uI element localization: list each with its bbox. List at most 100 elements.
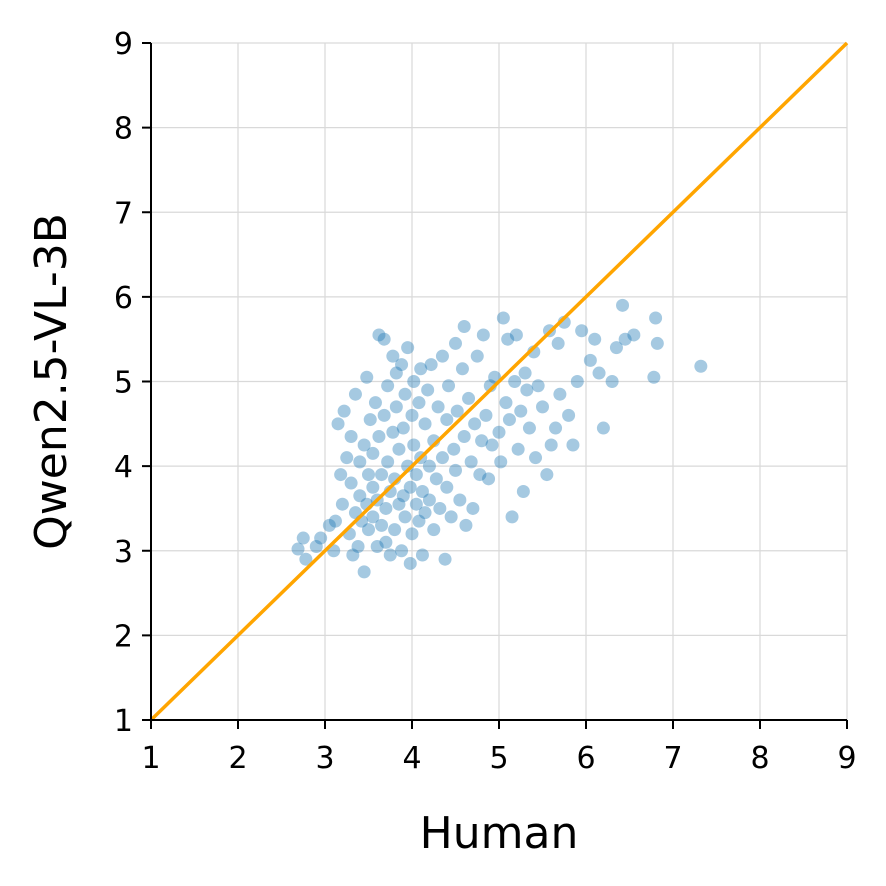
data-point (398, 387, 412, 401)
data-point (466, 501, 480, 515)
data-point (375, 468, 389, 482)
data-point (575, 324, 589, 338)
data-point (531, 379, 545, 393)
y-tick-label: 3 (114, 535, 133, 570)
data-point (328, 514, 342, 528)
data-point (395, 358, 409, 372)
data-point (616, 298, 630, 312)
data-point (412, 514, 426, 528)
data-point (418, 417, 432, 431)
data-point (427, 523, 441, 537)
data-point (409, 468, 423, 482)
data-point (473, 468, 487, 482)
data-point (362, 468, 375, 482)
x-tick-label: 8 (750, 741, 769, 776)
data-point (476, 328, 490, 342)
data-point (344, 430, 358, 444)
data-point (509, 328, 523, 342)
y-tick-label: 2 (114, 619, 133, 654)
data-point (314, 531, 328, 545)
data-point (549, 421, 563, 435)
y-tick-label: 7 (114, 196, 133, 231)
data-point (344, 476, 358, 490)
data-point (444, 510, 458, 524)
data-point (536, 400, 549, 414)
data-point (440, 480, 454, 494)
data-point (335, 497, 349, 511)
data-point (381, 379, 395, 393)
data-point (415, 548, 429, 562)
data-point (435, 349, 449, 363)
data-point (551, 336, 565, 350)
x-tick-label: 1 (141, 741, 160, 776)
data-point (438, 552, 452, 566)
data-point (520, 383, 534, 397)
data-point (346, 548, 360, 562)
x-tick-label: 3 (315, 741, 334, 776)
data-point (440, 413, 454, 427)
data-point (516, 485, 530, 499)
data-point (508, 375, 522, 388)
data-point (592, 366, 606, 380)
data-point (351, 540, 365, 554)
data-point (334, 468, 348, 482)
data-point (499, 396, 513, 410)
data-point (353, 489, 367, 503)
data-point (372, 430, 386, 444)
data-point (370, 540, 384, 554)
data-point (422, 459, 436, 473)
data-point (368, 396, 382, 410)
data-point (449, 463, 462, 477)
x-tick-label: 9 (837, 741, 856, 776)
data-point (492, 425, 506, 439)
data-point (348, 387, 362, 401)
data-point (366, 446, 380, 460)
data-point (433, 501, 447, 515)
data-point (395, 544, 409, 558)
data-point (421, 383, 435, 397)
data-point (401, 341, 415, 355)
data-point (496, 311, 510, 325)
data-point (407, 375, 421, 388)
data-point (479, 408, 493, 422)
data-point (588, 332, 602, 346)
data-point (309, 540, 323, 554)
y-tick-label: 4 (114, 450, 133, 485)
data-point (331, 417, 345, 431)
data-point (337, 404, 351, 418)
data-point (583, 353, 597, 367)
data-point (362, 523, 375, 537)
data-point (383, 548, 397, 562)
data-point (518, 366, 532, 380)
data-point (357, 565, 371, 579)
data-point (412, 396, 426, 410)
data-point (366, 510, 380, 524)
data-point (291, 542, 305, 556)
data-point (482, 472, 496, 486)
data-point (435, 451, 449, 465)
data-point (431, 400, 445, 414)
data-point (647, 370, 661, 384)
data-point (377, 408, 391, 422)
data-point (485, 438, 499, 452)
data-point (596, 421, 610, 435)
x-tick-label: 2 (228, 741, 247, 776)
data-point (464, 455, 478, 469)
data-point (529, 451, 543, 465)
data-point (609, 341, 623, 355)
data-point (494, 455, 508, 469)
y-tick-label: 1 (114, 704, 133, 739)
data-point (379, 535, 393, 549)
data-point (403, 556, 417, 570)
data-point (694, 359, 708, 373)
data-point (462, 391, 476, 405)
data-point (422, 493, 436, 507)
data-point (363, 413, 377, 427)
data-point (396, 421, 410, 435)
data-point (502, 413, 516, 427)
data-point (544, 438, 558, 452)
data-point (366, 480, 380, 494)
data-point (447, 442, 461, 456)
data-point (505, 510, 519, 524)
x-tick-label: 7 (663, 741, 682, 776)
